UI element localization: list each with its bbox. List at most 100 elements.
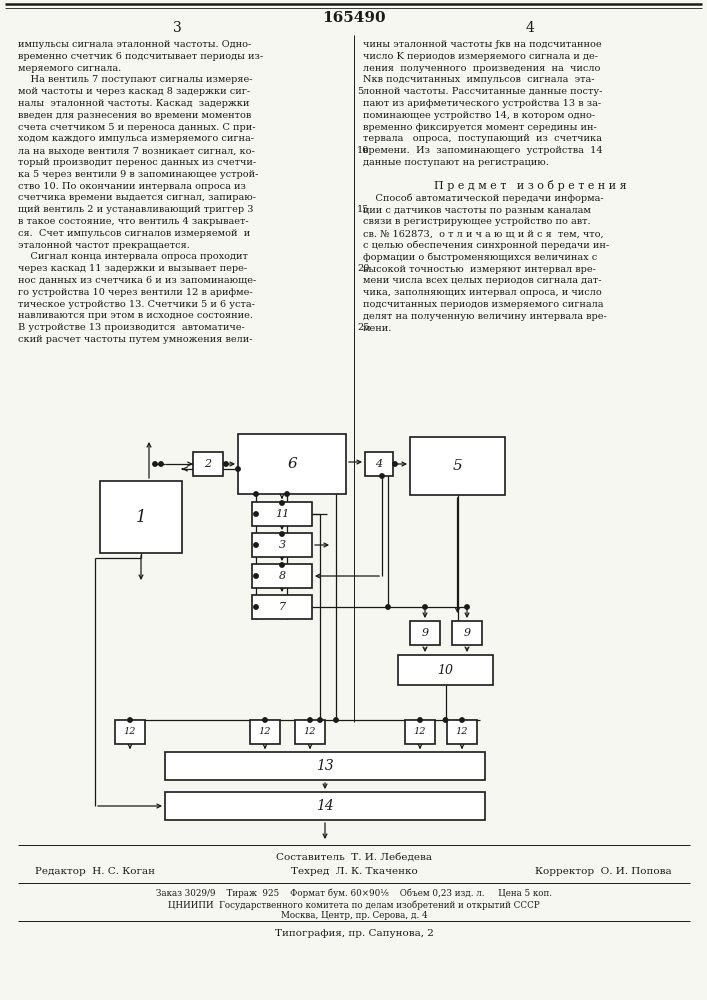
Bar xyxy=(193,452,223,476)
Text: меряемого сигнала.: меряемого сигнала. xyxy=(18,64,121,73)
Circle shape xyxy=(460,718,464,722)
Circle shape xyxy=(159,462,163,466)
Text: ство 10. По окончании интервала опроса из: ство 10. По окончании интервала опроса и… xyxy=(18,182,246,191)
Bar xyxy=(252,564,312,588)
Bar xyxy=(115,720,145,744)
Circle shape xyxy=(280,532,284,536)
Text: ский расчет частоты путем умножения вели-: ский расчет частоты путем умножения вели… xyxy=(18,335,252,344)
Text: 12: 12 xyxy=(414,728,426,736)
Text: Составитель  Т. И. Лебедева: Составитель Т. И. Лебедева xyxy=(276,853,432,862)
Text: ла на выходе вентиля 7 возникает сигнал, ко-: ла на выходе вентиля 7 возникает сигнал,… xyxy=(18,146,255,155)
Text: св. № 162873,  о т л и ч а ю щ и й с я  тем, что,: св. № 162873, о т л и ч а ю щ и й с я те… xyxy=(363,229,604,238)
Text: 5: 5 xyxy=(357,87,363,96)
Bar xyxy=(452,621,482,645)
Text: эталонной частот прекращается.: эталонной частот прекращается. xyxy=(18,241,190,250)
Text: 12: 12 xyxy=(304,728,316,736)
Text: 12: 12 xyxy=(259,728,271,736)
Circle shape xyxy=(128,718,132,722)
Bar xyxy=(165,792,485,820)
Text: времени.  Из  запоминающего  устройства  14: времени. Из запоминающего устройства 14 xyxy=(363,146,602,155)
Text: ЦНИИПИ  Государственного комитета по делам изобретений и открытий СССР: ЦНИИПИ Государственного комитета по дела… xyxy=(168,900,540,910)
Text: ции с датчиков частоты по разным каналам: ции с датчиков частоты по разным каналам xyxy=(363,206,591,215)
Circle shape xyxy=(464,605,469,609)
Bar xyxy=(165,752,485,780)
Text: 5: 5 xyxy=(452,459,462,473)
Text: 1: 1 xyxy=(136,508,146,526)
Text: Типография, пр. Сапунова, 2: Типография, пр. Сапунова, 2 xyxy=(274,929,433,938)
Text: с целью обеспечения синхронной передачи ин-: с целью обеспечения синхронной передачи … xyxy=(363,241,609,250)
Text: 9: 9 xyxy=(421,628,428,638)
Text: 20: 20 xyxy=(357,264,369,273)
Circle shape xyxy=(418,718,422,722)
Text: 3: 3 xyxy=(279,540,286,550)
Text: лонной частоты. Рассчитанные данные посту-: лонной частоты. Рассчитанные данные пост… xyxy=(363,87,602,96)
Text: тервала   опроса,  поступающий  из  счетчика: тервала опроса, поступающий из счетчика xyxy=(363,134,602,143)
Circle shape xyxy=(224,462,228,466)
Text: 9: 9 xyxy=(463,628,471,638)
Text: счетчика времени выдается сигнал, запираю-: счетчика времени выдается сигнал, запира… xyxy=(18,193,256,202)
Text: чины эталонной частоты ƒкв на подсчитанное: чины эталонной частоты ƒкв на подсчитанн… xyxy=(363,40,602,49)
Text: данные поступают на регистрацию.: данные поступают на регистрацию. xyxy=(363,158,549,167)
Circle shape xyxy=(254,512,258,516)
Text: налы  эталонной частоты. Каскад  задержки: налы эталонной частоты. Каскад задержки xyxy=(18,99,250,108)
Text: 3: 3 xyxy=(173,21,182,35)
Bar xyxy=(447,720,477,744)
Text: 165490: 165490 xyxy=(322,11,386,25)
Text: 15: 15 xyxy=(357,205,369,214)
Text: импульсы сигнала эталонной частоты. Одно-: импульсы сигнала эталонной частоты. Одно… xyxy=(18,40,251,49)
Circle shape xyxy=(443,718,448,722)
Circle shape xyxy=(236,467,240,471)
Circle shape xyxy=(380,474,384,478)
Text: поминающее устройство 14, в котором одно-: поминающее устройство 14, в котором одно… xyxy=(363,111,595,120)
Text: Nкв подсчитанных  импульсов  сигнала  эта-: Nкв подсчитанных импульсов сигнала эта- xyxy=(363,75,595,84)
Circle shape xyxy=(393,462,397,466)
Text: ления  полученного  произведения  на  число: ления полученного произведения на число xyxy=(363,64,600,73)
Text: формации о быстроменяющихся величинах с: формации о быстроменяющихся величинах с xyxy=(363,253,597,262)
Text: Москва, Центр, пр. Серова, д. 4: Москва, Центр, пр. Серова, д. 4 xyxy=(281,911,427,920)
Text: 4: 4 xyxy=(375,459,382,469)
Text: 2: 2 xyxy=(204,459,211,469)
Text: мой частоты и через каскад 8 задержки сиг-: мой частоты и через каскад 8 задержки си… xyxy=(18,87,250,96)
Text: 14: 14 xyxy=(316,799,334,813)
Bar xyxy=(252,502,312,526)
Text: 6: 6 xyxy=(287,457,297,471)
Text: П р е д м е т   и з о б р е т е н и я: П р е д м е т и з о б р е т е н и я xyxy=(433,180,626,191)
Circle shape xyxy=(318,718,322,722)
Text: введен для разнесения во времени моментов: введен для разнесения во времени моменто… xyxy=(18,111,251,120)
Text: го устройства 10 через вентили 12 в арифме-: го устройства 10 через вентили 12 в ариф… xyxy=(18,288,252,297)
Text: Корректор  О. И. Попова: Корректор О. И. Попова xyxy=(535,867,672,876)
Text: временно счетчик 6 подсчитывает периоды из-: временно счетчик 6 подсчитывает периоды … xyxy=(18,52,263,61)
Text: временно фиксируется момент середины ин-: временно фиксируется момент середины ин- xyxy=(363,123,597,132)
Bar xyxy=(410,437,505,495)
Text: высокой точностью  измеряют интервал вре-: высокой точностью измеряют интервал вре- xyxy=(363,265,596,274)
Circle shape xyxy=(280,501,284,505)
Text: 7: 7 xyxy=(279,602,286,612)
Text: Сигнал конца интервала опроса проходит: Сигнал конца интервала опроса проходит xyxy=(18,252,248,261)
Text: навливаются при этом в исходное состояние.: навливаются при этом в исходное состояни… xyxy=(18,311,253,320)
Circle shape xyxy=(254,574,258,578)
Circle shape xyxy=(153,462,157,466)
Text: 10: 10 xyxy=(438,664,453,676)
Text: делят на полученную величину интервала вре-: делят на полученную величину интервала в… xyxy=(363,312,607,321)
Circle shape xyxy=(254,543,258,547)
Text: подсчитанных периодов измеряемого сигнала: подсчитанных периодов измеряемого сигнал… xyxy=(363,300,604,309)
Text: в такое состояние, что вентиль 4 закрывает-: в такое состояние, что вентиль 4 закрыва… xyxy=(18,217,249,226)
Text: счета счетчиком 5 и переноса данных. С при-: счета счетчиком 5 и переноса данных. С п… xyxy=(18,123,255,132)
Bar xyxy=(252,533,312,557)
Text: Техред  Л. К. Ткаченко: Техред Л. К. Ткаченко xyxy=(291,867,417,876)
Bar xyxy=(100,481,182,553)
Text: ходом каждого импульса измеряемого сигна-: ходом каждого импульса измеряемого сигна… xyxy=(18,134,254,143)
Circle shape xyxy=(263,718,267,722)
Text: 25: 25 xyxy=(357,323,369,332)
Text: связи в регистрирующее устройство по авт.: связи в регистрирующее устройство по авт… xyxy=(363,217,590,226)
Text: В устройстве 13 производится  автоматиче-: В устройстве 13 производится автоматиче- xyxy=(18,323,245,332)
Text: ся.  Счет импульсов сигналов измеряемой  и: ся. Счет импульсов сигналов измеряемой и xyxy=(18,229,250,238)
Text: чика, заполняющих интервал опроса, и число: чика, заполняющих интервал опроса, и чис… xyxy=(363,288,602,297)
Bar xyxy=(252,595,312,619)
Text: щий вентиль 2 и устанавливающий триггер 3: щий вентиль 2 и устанавливающий триггер … xyxy=(18,205,254,214)
Circle shape xyxy=(386,605,390,609)
Text: Редактор  Н. С. Коган: Редактор Н. С. Коган xyxy=(35,867,155,876)
Text: пают из арифметического устройства 13 в за-: пают из арифметического устройства 13 в … xyxy=(363,99,601,108)
Text: торый производит перенос данных из счетчи-: торый производит перенос данных из счетч… xyxy=(18,158,256,167)
Circle shape xyxy=(254,492,258,496)
